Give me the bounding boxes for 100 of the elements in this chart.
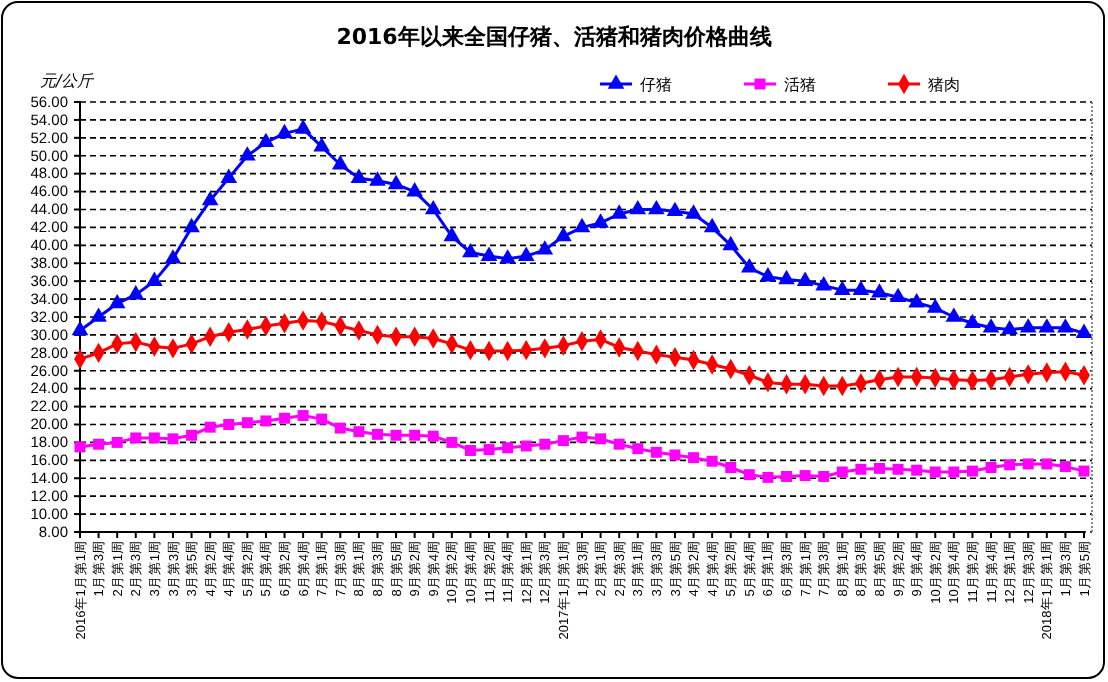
point	[443, 226, 461, 242]
point	[557, 435, 569, 447]
point	[666, 201, 684, 217]
chart-title: 2016年以来全国仔猪、活猪和猪肉价格曲线	[336, 24, 772, 50]
point	[966, 465, 978, 477]
point	[926, 298, 944, 313]
point	[889, 287, 907, 303]
point	[164, 249, 182, 264]
point	[257, 132, 275, 148]
point	[127, 284, 145, 300]
legend-label: 活猪	[784, 76, 816, 94]
point	[297, 410, 309, 422]
point	[148, 432, 160, 444]
point	[945, 307, 963, 322]
point	[573, 217, 591, 233]
point	[703, 217, 721, 233]
point	[871, 283, 888, 298]
point	[685, 204, 702, 219]
legend-label: 仔猪	[640, 76, 672, 94]
point	[480, 246, 498, 261]
point	[520, 440, 532, 452]
point	[1059, 461, 1071, 473]
point	[613, 438, 625, 450]
point	[409, 429, 421, 441]
point	[111, 436, 123, 448]
point	[759, 267, 777, 282]
point	[350, 168, 368, 183]
point	[555, 226, 572, 242]
point	[796, 271, 814, 286]
point	[762, 471, 774, 483]
point	[372, 428, 383, 440]
point	[815, 276, 833, 291]
point	[964, 313, 981, 329]
point	[108, 293, 126, 309]
point	[1057, 318, 1074, 333]
point	[610, 204, 628, 219]
point	[279, 412, 290, 424]
point	[818, 470, 830, 482]
point	[183, 217, 200, 233]
point	[1001, 319, 1018, 335]
point	[294, 119, 312, 134]
point	[201, 190, 219, 206]
point	[1038, 318, 1056, 333]
point	[334, 422, 346, 434]
point	[276, 123, 293, 139]
point	[948, 466, 960, 478]
point	[982, 318, 1000, 333]
point	[911, 464, 923, 476]
point	[220, 168, 238, 183]
point	[874, 462, 885, 474]
point	[517, 246, 535, 261]
point	[1041, 458, 1053, 470]
point	[908, 293, 925, 308]
point	[241, 417, 253, 429]
point	[778, 269, 795, 285]
point	[71, 320, 89, 336]
point	[1004, 459, 1016, 471]
point	[93, 438, 105, 450]
point	[483, 444, 495, 456]
point	[688, 452, 700, 464]
point	[406, 181, 423, 197]
point	[892, 463, 904, 475]
point	[725, 462, 737, 473]
point	[424, 199, 442, 215]
point	[146, 271, 163, 286]
point	[852, 280, 870, 295]
point	[592, 213, 609, 228]
point	[499, 249, 516, 264]
point	[446, 436, 458, 448]
point	[799, 470, 811, 482]
point	[833, 280, 851, 295]
point	[331, 155, 349, 170]
point	[539, 438, 551, 450]
point	[313, 137, 331, 152]
point	[1022, 458, 1034, 470]
point	[427, 430, 439, 442]
point	[260, 415, 272, 427]
y-axis-title: 元/公斤	[40, 72, 96, 90]
point	[390, 429, 402, 441]
point	[223, 419, 235, 430]
point	[369, 171, 386, 186]
point	[239, 146, 256, 161]
point	[648, 199, 665, 215]
point	[387, 174, 405, 190]
point	[464, 445, 476, 456]
point	[741, 258, 758, 273]
point	[1019, 318, 1037, 333]
point	[781, 470, 792, 482]
point	[1075, 323, 1093, 338]
point	[502, 442, 514, 454]
point	[90, 307, 107, 322]
point	[650, 446, 662, 458]
point	[353, 426, 365, 438]
legend-label: 猪肉	[928, 76, 960, 94]
point	[74, 441, 86, 453]
point	[743, 469, 755, 481]
point	[576, 431, 588, 443]
point	[706, 455, 718, 467]
point	[722, 235, 740, 251]
point	[462, 242, 479, 258]
